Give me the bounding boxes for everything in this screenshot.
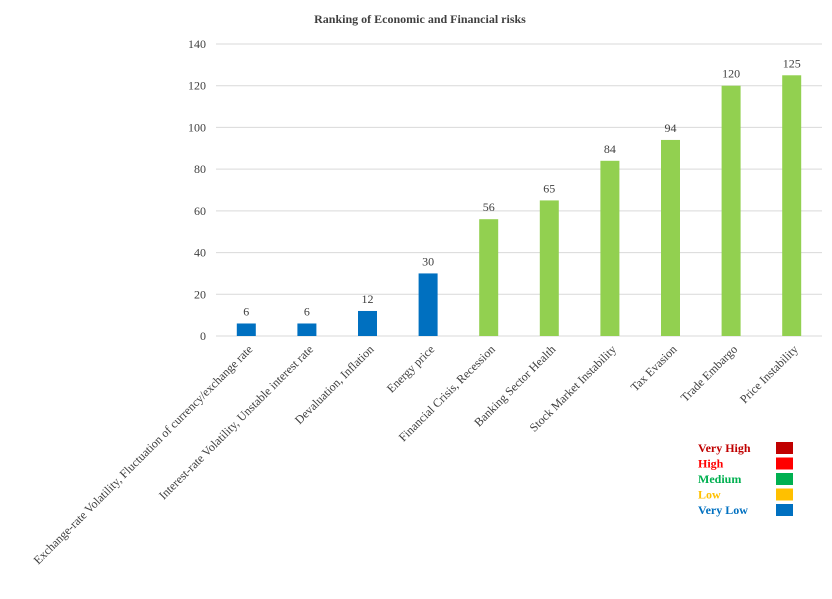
bar <box>782 75 802 337</box>
x-tick-label: Trade Embargo <box>678 342 740 404</box>
bar <box>600 160 620 336</box>
x-tick-label: Tax Evasion <box>628 342 680 394</box>
chart-title: Ranking of Economic and Financial risks <box>314 12 526 26</box>
legend-label: Very High <box>698 441 751 455</box>
bars: 6 6 12 30 56 65 84 94 120 125 <box>236 56 802 337</box>
legend-swatch <box>776 442 793 454</box>
x-tick-label: Energy price <box>384 342 437 395</box>
bar <box>661 139 680 336</box>
data-label: 65 <box>543 181 555 195</box>
data-label: 94 <box>665 121 677 135</box>
bar <box>721 85 741 336</box>
y-tick-label: 80 <box>194 162 206 176</box>
legend-label: Low <box>698 488 721 502</box>
y-tick-label: 120 <box>188 79 206 93</box>
data-label: 12 <box>362 292 374 306</box>
legend-label: Medium <box>698 472 741 486</box>
x-tick-label: Price Instability <box>737 342 801 406</box>
x-tick-label: Exchange-rate Volatility, Fluctuation of… <box>31 342 256 567</box>
y-tick-label: 0 <box>200 329 206 343</box>
y-tick-label: 100 <box>188 120 206 134</box>
data-label: 6 <box>304 304 310 318</box>
y-axis: 0 20 40 60 80 100 120 140 <box>188 37 206 343</box>
data-label: 120 <box>722 67 740 81</box>
y-tick-label: 40 <box>194 246 206 260</box>
data-label: 125 <box>783 56 801 70</box>
legend-swatch <box>776 488 793 501</box>
y-tick-label: 140 <box>188 37 206 51</box>
bar <box>418 273 438 336</box>
data-label: 30 <box>422 254 434 268</box>
bar <box>539 200 559 336</box>
bar <box>236 323 256 336</box>
data-label: 56 <box>483 200 495 214</box>
legend-swatch <box>776 457 793 470</box>
bar <box>479 219 499 336</box>
legend-swatch <box>776 473 793 485</box>
legend-swatch <box>776 504 793 516</box>
legend-label: Very Low <box>698 503 748 517</box>
bar <box>297 323 317 336</box>
data-label: 84 <box>604 142 616 156</box>
bar <box>358 310 377 336</box>
y-tick-label: 20 <box>194 287 206 301</box>
gridlines <box>216 43 822 337</box>
y-tick-label: 60 <box>194 204 206 218</box>
legend-label: High <box>698 457 724 471</box>
x-axis: Exchange-rate Volatility, Fluctuation of… <box>31 342 801 567</box>
data-label: 6 <box>243 304 249 318</box>
